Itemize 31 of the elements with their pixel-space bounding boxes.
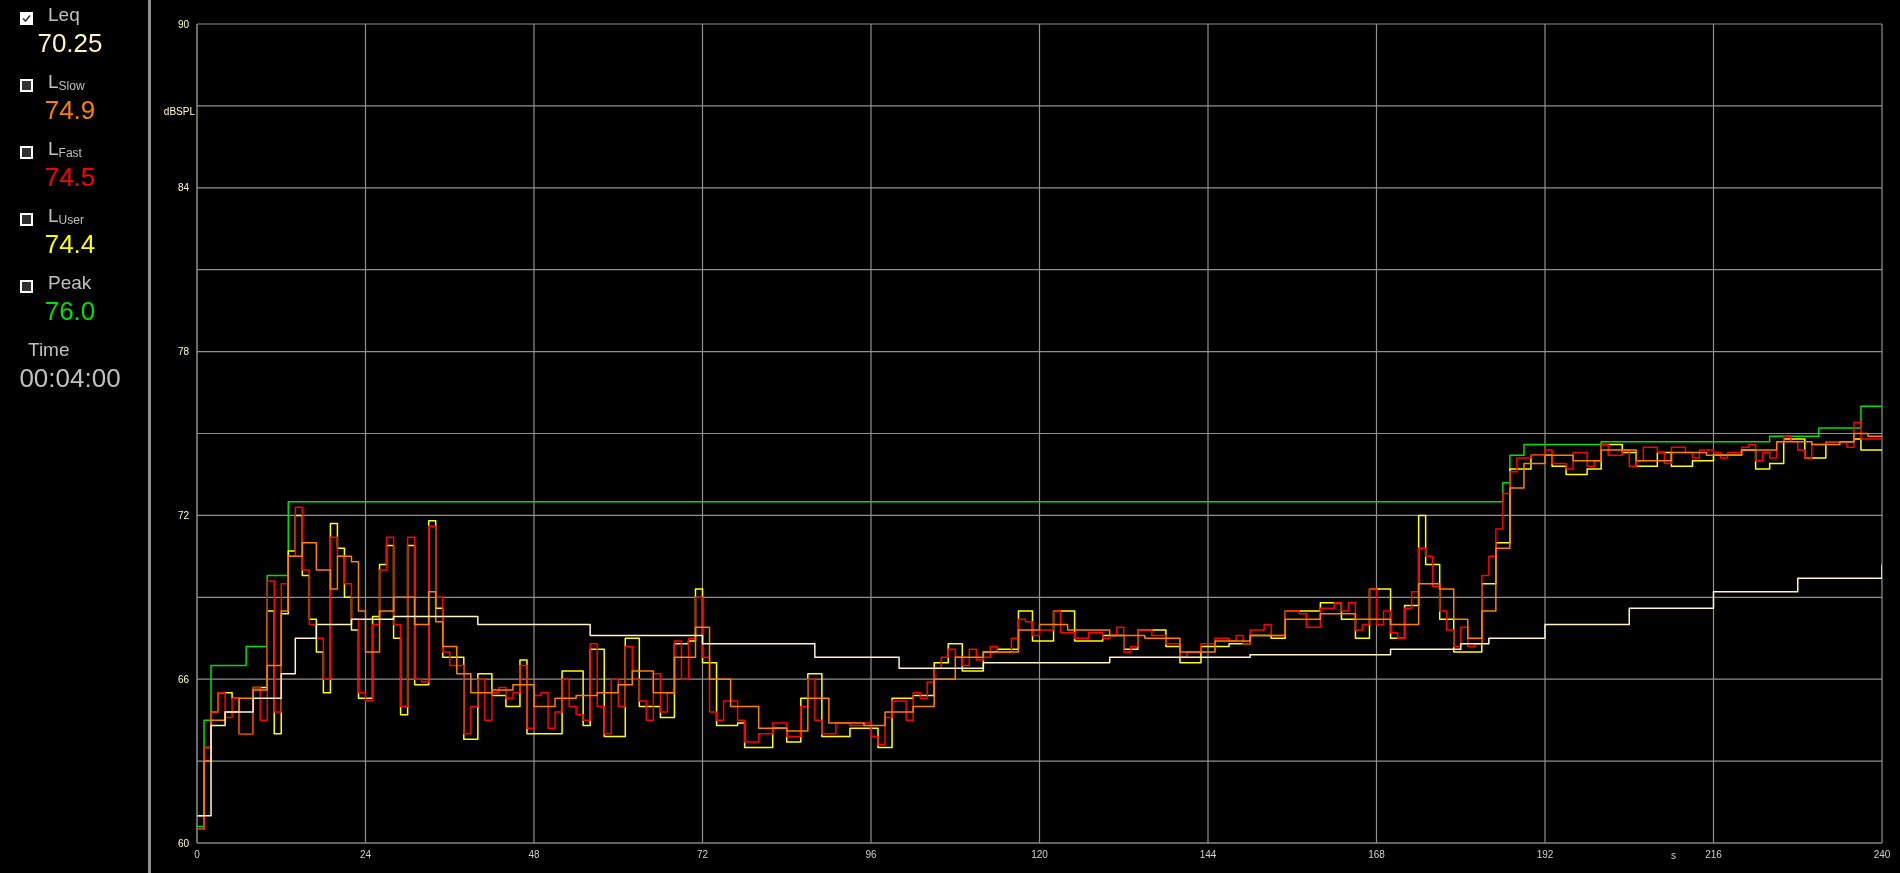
x-axis-title: s [1671,850,1676,861]
y-tick-label: 66 [177,673,190,685]
y-tick-label: 84 [177,182,190,194]
y-tick-label: 90 [177,18,190,30]
x-tick-label: 120 [1031,849,1049,861]
text: L$_{Slow}$ [48,71,85,93]
text: 74.5 [43,162,97,193]
x-tick-label: 72 [696,849,709,861]
text: Leq [48,4,80,26]
text: 76.0 [43,296,97,327]
x-tick-label: 96 [865,849,877,861]
y-tick-label: 60 [177,837,190,849]
x-tick-label: 0 [194,849,201,861]
text: L$_{Fast}$ [48,138,82,160]
y-axis-title: dBSPL [163,106,196,118]
x-tick-label: 168 [1368,849,1386,861]
text: 74.9 [43,95,97,126]
x-tick-label: 240 [1873,849,1891,861]
x-tick-label: 192 [1536,849,1554,861]
text: 00:04:00 [18,363,122,394]
text: Time [28,339,70,361]
x-tick-label: 24 [359,849,372,861]
x-tick-label: 216 [1705,849,1723,861]
x-tick-label: 144 [1199,849,1217,861]
text: Peak [48,272,92,294]
y-tick-label: 78 [177,346,190,358]
text: L$_{User}$ [48,205,84,227]
y-tick-label: 72 [177,509,190,521]
x-tick-label: 48 [528,849,540,861]
text: 74.4 [43,229,97,260]
text: 70.25 [36,28,104,59]
